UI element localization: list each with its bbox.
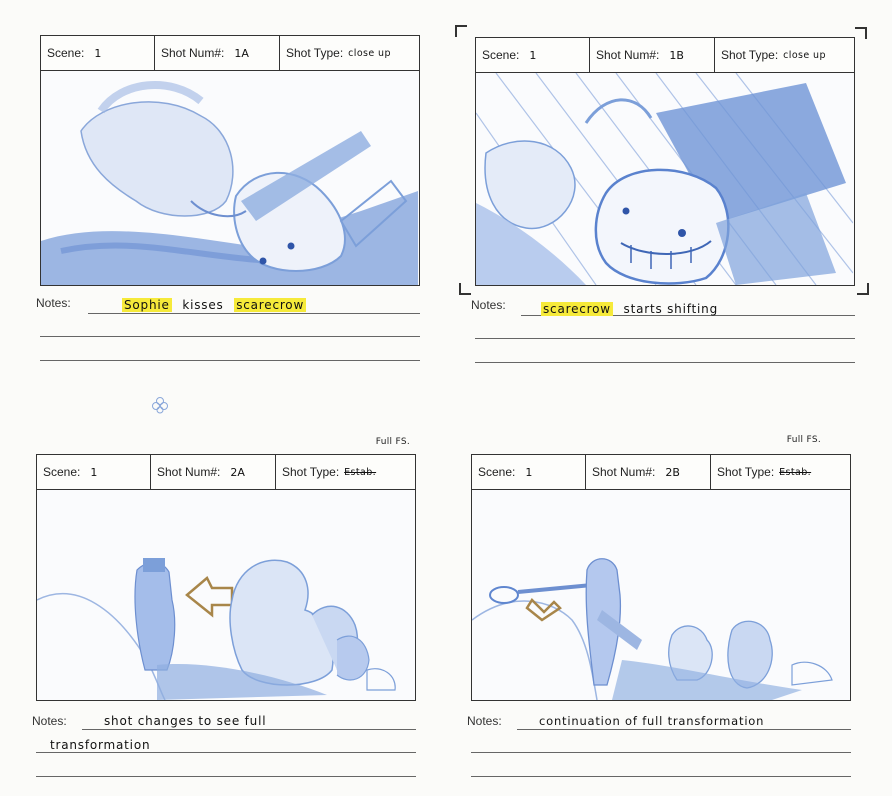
flower-doodle-icon bbox=[152, 397, 168, 414]
scene-label: Scene: bbox=[47, 46, 85, 60]
shot-num-label: Shot Num#: bbox=[596, 48, 660, 62]
notes-label: Notes: bbox=[32, 714, 67, 728]
sketch-transformation-continuation-illustration bbox=[472, 558, 833, 700]
shot-num-cell: Shot Num#: 1A bbox=[155, 36, 280, 70]
shot-annotation: Full FS. bbox=[786, 435, 821, 445]
scene-cell: Scene: 1 bbox=[41, 36, 155, 70]
notes-line-2: transformation bbox=[50, 738, 151, 752]
shot-type-cell: Shot Type: close up bbox=[715, 38, 854, 72]
scene-label: Scene: bbox=[478, 465, 516, 479]
notes-line-1: shot changes to see full bbox=[104, 714, 267, 728]
shot-type-value: Estab. bbox=[779, 466, 812, 478]
panel-header: Scene: 1 Shot Num#: 1B Shot Type: close … bbox=[475, 37, 855, 73]
sketch-frame bbox=[471, 490, 851, 701]
shot-type-label: Shot Type: bbox=[286, 46, 344, 60]
sketch-frame bbox=[40, 71, 420, 286]
shot-num-label: Shot Num#: bbox=[161, 46, 225, 60]
notes-highlight-sophie: Sophie bbox=[122, 298, 172, 312]
shot-type-value: close up bbox=[348, 47, 391, 59]
notes-text: scarecrow starts shifting bbox=[541, 302, 718, 316]
notes-word-kisses: kisses bbox=[182, 298, 224, 312]
scene-cell: Scene: 1 bbox=[37, 455, 151, 489]
scene-value: 1 bbox=[94, 46, 102, 60]
shot-type-label: Shot Type: bbox=[721, 48, 779, 62]
notes-highlight-scarecrow: scarecrow bbox=[541, 302, 613, 316]
scene-cell: Scene: 1 bbox=[472, 455, 586, 489]
shot-type-cell: Shot Type: Estab. bbox=[711, 455, 850, 489]
notes-label: Notes: bbox=[36, 296, 71, 310]
shot-annotation: Full FS. bbox=[375, 437, 410, 447]
notes-text: Sophie kisses scarecrow bbox=[122, 298, 307, 312]
sketch-frame bbox=[475, 73, 855, 286]
notes-label: Notes: bbox=[471, 298, 506, 312]
notes-line-1: continuation of full transformation bbox=[539, 714, 765, 728]
shot-num-cell: Shot Num#: 2B bbox=[586, 455, 711, 489]
sketch-transformation-wide-illustration bbox=[37, 558, 396, 700]
panel-header: Scene: 1 Shot Num#: 1A Shot Type: close … bbox=[40, 35, 420, 71]
notes-label: Notes: bbox=[467, 714, 502, 728]
notes-word-rest: starts shifting bbox=[623, 302, 718, 316]
sketch-frame bbox=[36, 490, 416, 701]
shot-num-value: 1B bbox=[669, 48, 684, 62]
shot-type-label: Shot Type: bbox=[717, 465, 775, 479]
shot-num-cell: Shot Num#: 1B bbox=[590, 38, 715, 72]
scene-label: Scene: bbox=[482, 48, 520, 62]
shot-num-value: 2B bbox=[665, 465, 680, 479]
scene-value: 1 bbox=[529, 48, 537, 62]
shot-type-label: Shot Type: bbox=[282, 465, 340, 479]
shot-num-label: Shot Num#: bbox=[592, 465, 656, 479]
scene-value: 1 bbox=[525, 465, 533, 479]
notes-highlight-scarecrow: scarecrow bbox=[234, 298, 307, 312]
scene-label: Scene: bbox=[43, 465, 81, 479]
shot-num-value: 1A bbox=[234, 46, 249, 60]
shot-num-cell: Shot Num#: 2A bbox=[151, 455, 276, 489]
shot-type-cell: Shot Type: close up bbox=[280, 36, 419, 70]
shot-num-label: Shot Num#: bbox=[157, 465, 221, 479]
shot-num-value: 2A bbox=[230, 465, 245, 479]
shot-type-value: close up bbox=[783, 49, 826, 61]
shot-type-cell: Shot Type: Estab. bbox=[276, 455, 415, 489]
sketch-scarecrow-shift-illustration bbox=[476, 73, 853, 285]
scene-cell: Scene: 1 bbox=[476, 38, 590, 72]
panel-header: Scene: 1 Shot Num#: 2A Shot Type: Estab. bbox=[36, 454, 416, 490]
sketch-kiss-illustration bbox=[41, 81, 418, 285]
panel-header: Scene: 1 Shot Num#: 2B Shot Type: Estab. bbox=[471, 454, 851, 490]
shot-type-value: Estab. bbox=[344, 466, 377, 478]
scene-value: 1 bbox=[90, 465, 98, 479]
